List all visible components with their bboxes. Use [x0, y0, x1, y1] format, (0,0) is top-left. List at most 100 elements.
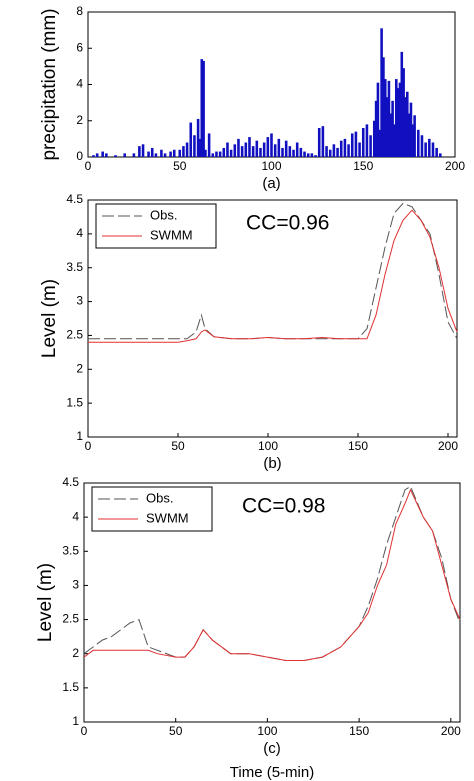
bar: [347, 144, 350, 157]
bar: [398, 82, 402, 157]
bar: [295, 142, 299, 157]
bar: [95, 153, 99, 157]
bar: [160, 149, 163, 157]
bar: [185, 142, 189, 157]
bar: [314, 155, 317, 157]
y-tick-label: 4.5: [62, 475, 79, 489]
bar: [396, 88, 400, 157]
bar: [92, 155, 95, 157]
bar: [394, 79, 398, 157]
bar: [417, 129, 420, 157]
bar: [262, 142, 266, 157]
annotation: CC=0.96: [246, 212, 329, 235]
y-tick-label: 3: [72, 578, 79, 592]
bar: [358, 142, 361, 157]
bar: [270, 133, 273, 157]
bar: [350, 133, 354, 157]
y-tick-label: 3: [76, 294, 83, 308]
bar: [402, 68, 405, 157]
x-tick-label: 150: [349, 724, 369, 738]
bar: [424, 142, 427, 157]
bar: [233, 144, 237, 157]
annotation: CC=0.98: [242, 495, 325, 518]
x-tick-label: 100: [261, 159, 281, 173]
bar: [229, 149, 233, 157]
bar: [222, 147, 226, 157]
bar: [200, 59, 204, 157]
legend-label: SWMM: [150, 227, 193, 242]
bar: [211, 153, 215, 157]
bar: [389, 113, 393, 157]
bar: [237, 138, 240, 157]
x-tick-label: 150: [353, 159, 373, 173]
bar: [178, 149, 182, 157]
y-tick-label: 1: [72, 714, 79, 728]
bar: [361, 128, 365, 157]
bar: [374, 100, 378, 157]
bar: [266, 137, 270, 157]
bar: [182, 146, 185, 157]
y-tick-label: 2.5: [62, 612, 79, 626]
panel-caption: (c): [263, 740, 281, 757]
x-tick-label: 200: [445, 159, 465, 173]
bar: [248, 137, 251, 157]
bar: [393, 124, 396, 157]
bar: [251, 146, 255, 157]
legend-label: SWMM: [146, 510, 189, 525]
bar: [202, 60, 205, 157]
legend-box: [91, 486, 213, 532]
series-line: [83, 485, 461, 661]
legend-label: Obs.: [146, 490, 173, 505]
x-tick-label: 100: [257, 724, 277, 738]
y-axis-label: Level (m): [39, 279, 60, 358]
bar: [226, 142, 229, 157]
bar: [317, 128, 321, 157]
bar: [273, 144, 277, 157]
bar: [413, 115, 416, 157]
bar: [372, 120, 376, 157]
x-tick-label: 50: [169, 724, 183, 738]
y-tick-label: 3.5: [66, 260, 83, 274]
x-tick-label: 0: [85, 439, 92, 453]
y-tick-label: 4: [76, 77, 83, 91]
panel-caption: (a): [262, 175, 280, 192]
bar: [306, 153, 310, 157]
bar: [114, 155, 117, 157]
y-tick-label: 2: [72, 646, 79, 660]
bar: [288, 146, 292, 157]
y-axis-label: Level (m): [35, 563, 56, 642]
x-tick-label: 200: [438, 439, 458, 453]
bar: [163, 153, 167, 157]
bar: [400, 51, 404, 157]
bar: [404, 97, 407, 157]
legend-box: [95, 203, 217, 249]
bar: [255, 140, 259, 157]
bar: [132, 153, 136, 157]
x-tick-label: 150: [348, 439, 368, 453]
bar: [435, 147, 438, 157]
x-tick-label: 100: [258, 439, 278, 453]
bar: [321, 126, 325, 157]
legend-label: Obs.: [150, 207, 177, 222]
bar: [101, 151, 104, 157]
panel-caption: (b): [263, 455, 281, 472]
y-tick-label: 6: [76, 40, 83, 54]
series-line: [83, 488, 461, 661]
y-tick-label: 2: [76, 113, 83, 127]
y-tick-label: 1.5: [66, 395, 83, 409]
bar: [343, 138, 347, 157]
bar: [383, 79, 387, 157]
x-tick-label: 50: [173, 159, 187, 173]
bar: [141, 144, 145, 157]
y-tick-label: 4.5: [66, 192, 83, 206]
bar: [385, 97, 389, 157]
bar: [259, 147, 262, 157]
bar: [380, 28, 383, 157]
bar: [215, 151, 218, 157]
y-tick-label: 8: [76, 4, 83, 18]
bar: [172, 149, 176, 157]
y-tick-label: 0: [76, 149, 83, 163]
bar: [376, 82, 380, 157]
bar: [354, 131, 358, 157]
